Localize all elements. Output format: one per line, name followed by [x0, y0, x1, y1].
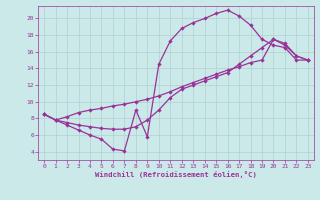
X-axis label: Windchill (Refroidissement éolien,°C): Windchill (Refroidissement éolien,°C) — [95, 171, 257, 178]
